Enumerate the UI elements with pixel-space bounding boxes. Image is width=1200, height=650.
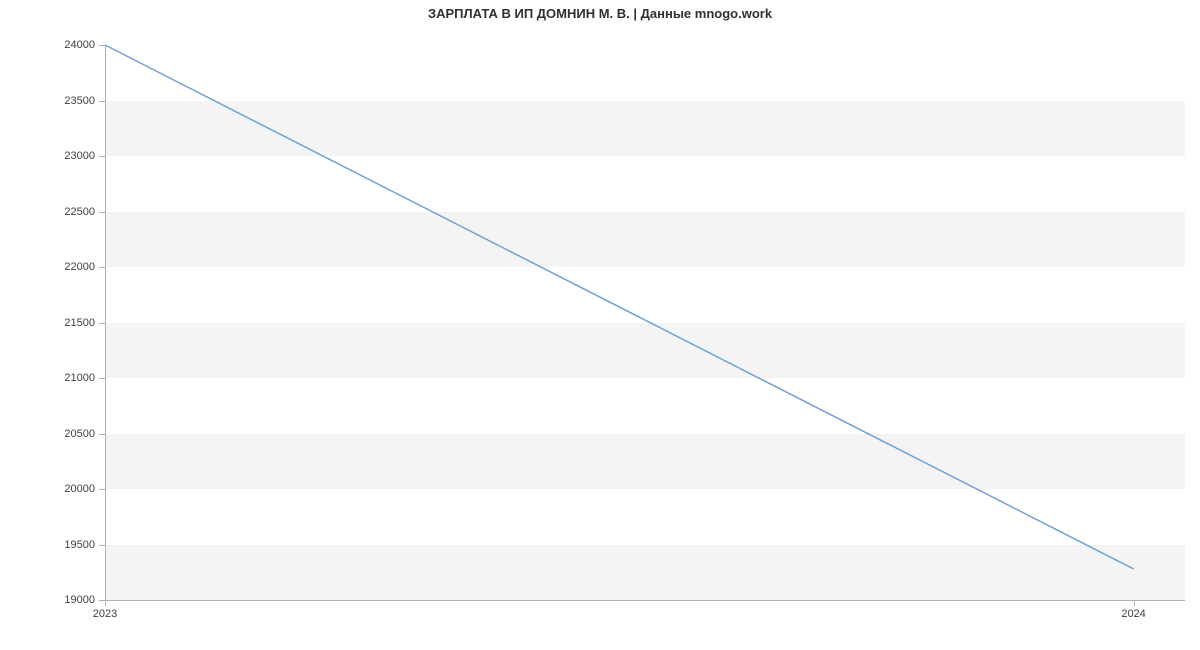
y-tick-label: 19000 [35, 594, 95, 606]
y-tick-label: 19500 [35, 539, 95, 551]
x-tick [105, 600, 106, 606]
y-tick-label: 20500 [35, 428, 95, 440]
chart-title: ЗАРПЛАТА В ИП ДОМНИН М. В. | Данные mnog… [0, 6, 1200, 21]
y-tick-label: 20000 [35, 483, 95, 495]
data-line [105, 45, 1134, 569]
y-tick-label: 23000 [35, 150, 95, 162]
x-tick-label: 2024 [1121, 608, 1145, 620]
chart-container: ЗАРПЛАТА В ИП ДОМНИН М. В. | Данные mnog… [0, 0, 1200, 650]
y-tick-label: 21000 [35, 372, 95, 384]
y-tick-label: 21500 [35, 317, 95, 329]
y-tick-label: 22000 [35, 261, 95, 273]
y-tick-label: 24000 [35, 39, 95, 51]
x-axis [105, 600, 1185, 601]
line-layer [105, 45, 1185, 600]
y-tick-label: 23500 [35, 95, 95, 107]
x-tick-label: 2023 [93, 608, 117, 620]
y-tick-label: 22500 [35, 206, 95, 218]
plot-area: 1900019500200002050021000215002200022500… [105, 45, 1185, 600]
x-tick [1134, 600, 1135, 606]
